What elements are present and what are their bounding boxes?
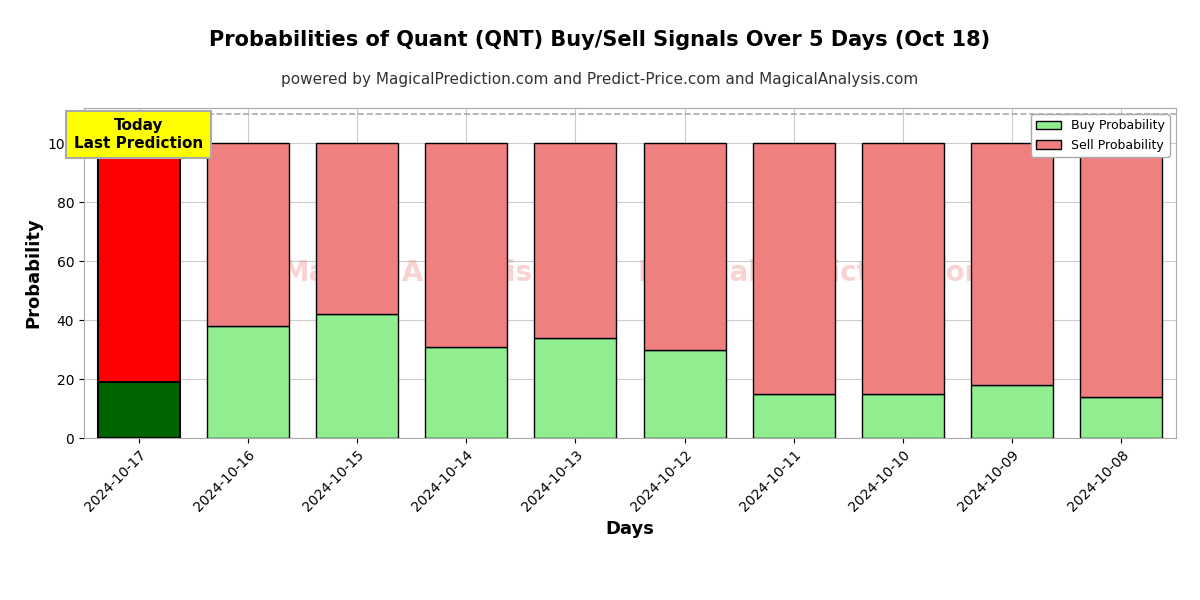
Text: Today
Last Prediction: Today Last Prediction <box>74 118 203 151</box>
Bar <box>316 314 398 438</box>
Text: powered by MagicalPrediction.com and Predict-Price.com and MagicalAnalysis.com: powered by MagicalPrediction.com and Pre… <box>281 72 919 87</box>
Text: MagicalPrediction.com: MagicalPrediction.com <box>637 259 994 287</box>
Bar <box>97 143 180 382</box>
Text: Probabilities of Quant (QNT) Buy/Sell Signals Over 5 Days (Oct 18): Probabilities of Quant (QNT) Buy/Sell Si… <box>210 30 990 50</box>
Bar <box>206 326 289 438</box>
Bar <box>862 143 944 394</box>
Y-axis label: Probability: Probability <box>24 218 42 328</box>
Bar <box>643 350 726 438</box>
Bar <box>534 143 617 338</box>
Bar <box>97 382 180 438</box>
Bar <box>425 143 508 347</box>
Bar <box>1080 397 1163 438</box>
Bar <box>643 143 726 350</box>
Bar <box>206 143 289 326</box>
Bar <box>971 385 1054 438</box>
X-axis label: Days: Days <box>606 520 654 538</box>
Bar <box>425 347 508 438</box>
Legend: Buy Probability, Sell Probability: Buy Probability, Sell Probability <box>1031 114 1170 157</box>
Bar <box>862 394 944 438</box>
Text: MagicalAnalysis.com: MagicalAnalysis.com <box>281 259 607 287</box>
Bar <box>752 394 835 438</box>
Bar <box>752 143 835 394</box>
Bar <box>316 143 398 314</box>
Bar <box>1080 143 1163 397</box>
Bar <box>971 143 1054 385</box>
Bar <box>534 338 617 438</box>
